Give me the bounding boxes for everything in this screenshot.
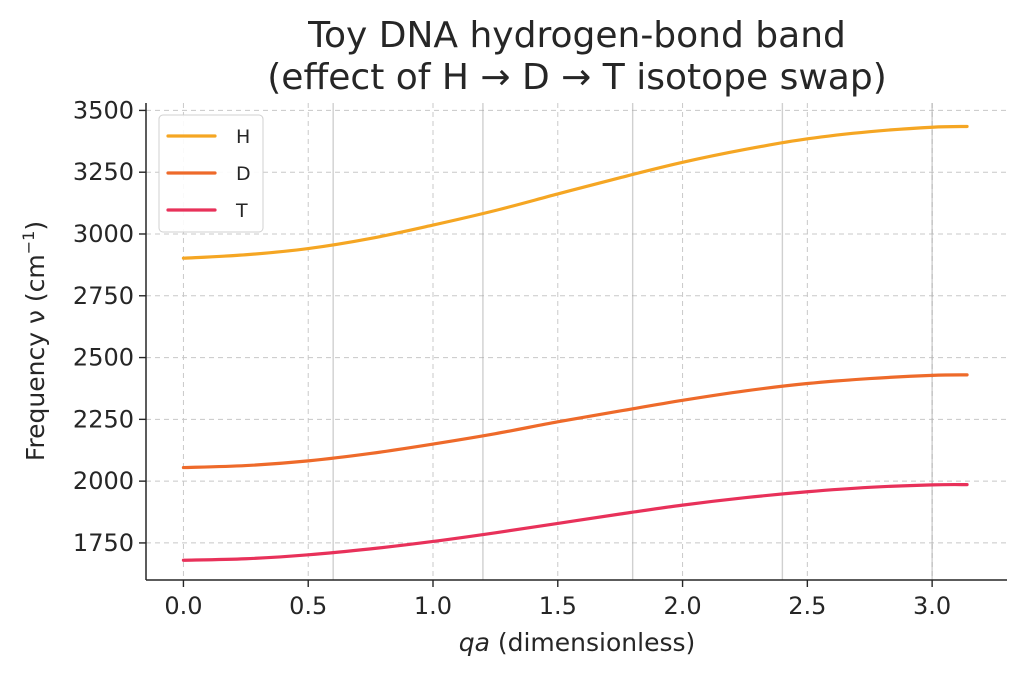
y-tick-label-6: 3250 <box>73 158 134 186</box>
y-axis-label: Frequency ν (cm−1) <box>19 221 50 461</box>
x-tick-label-3: 1.5 <box>539 592 577 620</box>
x-tick-label-1: 0.5 <box>289 592 327 620</box>
chart-title-line-1: Toy DNA hydrogen-bond band <box>307 15 846 56</box>
x-tick-label-6: 3.0 <box>913 592 951 620</box>
chart-title-line-2: (effect of H → D → T isotope swap) <box>267 57 887 98</box>
y-axis-label-close: ) <box>21 221 50 231</box>
y-tick-label-3: 2500 <box>73 344 134 372</box>
x-tick-label-4: 2.0 <box>663 592 701 620</box>
x-tick-label-2: 1.0 <box>414 592 452 620</box>
x-tick-label-5: 2.5 <box>788 592 826 620</box>
x-axis-label: qa (dimensionless) <box>459 628 696 657</box>
y-tick-label-0: 1750 <box>73 529 134 557</box>
y-tick-label-4: 2750 <box>73 282 134 310</box>
x-ticks: 0.0 0.5 1.0 1.5 2.0 2.5 3.0 <box>164 580 951 620</box>
y-ticks: 1750 2000 2250 2500 2750 3000 3250 3500 <box>73 96 146 557</box>
legend-label-T: T <box>235 200 248 222</box>
y-axis-label-main: Frequency ν (cm <box>21 254 50 461</box>
x-tick-label-0: 0.0 <box>164 592 202 620</box>
series-line-T <box>181 482 969 562</box>
legend-label-H: H <box>236 126 250 148</box>
y-tick-label-5: 3000 <box>73 220 134 248</box>
y-tick-label-2: 2250 <box>73 405 134 433</box>
y-axis-label-superscript: −1 <box>19 231 38 255</box>
y-tick-label-1: 2000 <box>73 467 134 495</box>
series-layer <box>181 124 969 562</box>
legend-label-D: D <box>236 163 251 185</box>
series-line-H <box>181 124 969 260</box>
y-tick-label-7: 3500 <box>73 96 134 124</box>
grid-layer <box>146 103 1007 580</box>
vertical-marker-lines <box>332 103 933 580</box>
series-line-D <box>181 373 969 470</box>
legend: HDT <box>158 114 264 233</box>
x-axis-label-unit: (dimensionless) <box>490 628 695 657</box>
x-axis-label-symbol: qa <box>459 628 490 657</box>
